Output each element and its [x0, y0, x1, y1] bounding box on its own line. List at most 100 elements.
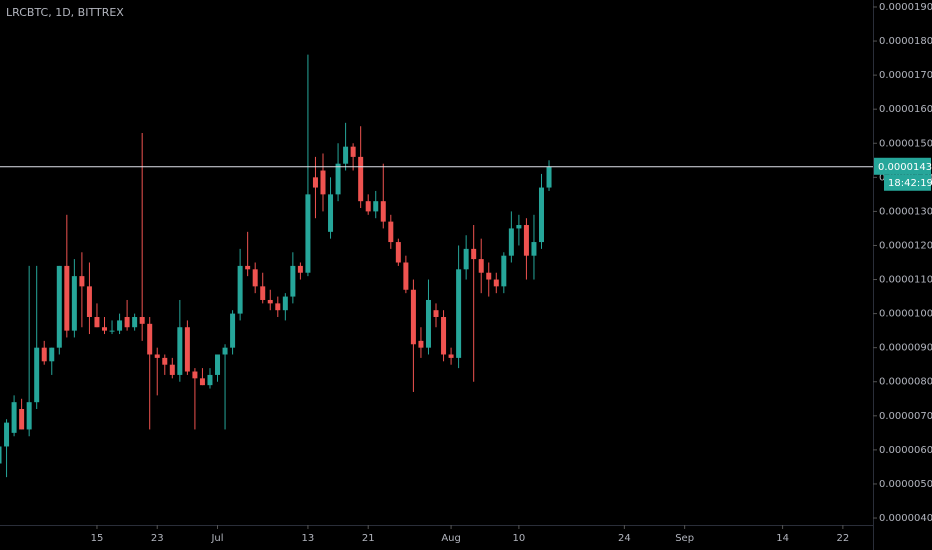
countdown-label: 18:42:19 [888, 178, 932, 189]
candle-body [531, 242, 537, 256]
candle-body [154, 354, 160, 358]
countdown-tag [884, 174, 931, 191]
candle-body [546, 166, 552, 188]
candle-body [493, 279, 499, 287]
candle-body [117, 320, 123, 331]
candle-body [207, 374, 213, 386]
candle-body [169, 364, 175, 375]
candle-body [124, 317, 130, 328]
candle-body [275, 303, 281, 311]
candle-body [0, 446, 2, 464]
candle-body [335, 163, 341, 195]
candle-body [418, 340, 424, 348]
candle-body [11, 402, 17, 433]
candle-body [184, 327, 190, 372]
candle-body [448, 354, 454, 358]
candle-body [456, 269, 462, 358]
candle-body [64, 265, 70, 331]
candle-body [79, 276, 85, 287]
candle-body [267, 299, 273, 304]
candle-body [19, 408, 25, 430]
candle-body [312, 177, 318, 188]
candle-body [252, 269, 258, 287]
candle-body [486, 272, 492, 280]
candle-body [395, 242, 401, 263]
candle-body [343, 146, 349, 164]
candle-body [410, 289, 416, 345]
candle-body [478, 259, 484, 273]
candle-body [328, 194, 334, 232]
chart-title: LRCBTC, 1D, BITTREX [6, 6, 124, 19]
candle-body [350, 146, 356, 157]
x-tick-label: 21 [362, 533, 375, 544]
x-tick-label: Jul [210, 533, 223, 544]
candle-body [282, 296, 288, 311]
candle-body [471, 248, 477, 260]
x-tick-label: 13 [302, 533, 315, 544]
last-price-tag [874, 157, 931, 175]
candle-body [501, 255, 507, 287]
candle-body [373, 201, 379, 212]
candle-body [260, 286, 266, 300]
candle-body [230, 313, 236, 348]
candle-body [237, 265, 243, 314]
candle-body [41, 347, 47, 362]
x-tick-label: 10 [513, 533, 526, 544]
candle-body [56, 265, 62, 348]
candle-body [102, 327, 108, 331]
candle-body [523, 225, 529, 256]
candle-body [538, 187, 544, 243]
candle-body [86, 286, 92, 318]
x-tick-label: 24 [618, 533, 631, 544]
candle-body [380, 201, 386, 222]
candle-body [305, 194, 311, 273]
candle-body [109, 330, 115, 332]
candle-body [297, 265, 303, 273]
candle-body [320, 170, 326, 195]
x-tick-label: Aug [441, 533, 461, 544]
candle-body [199, 378, 205, 386]
candle-body [94, 317, 100, 328]
candle-body [71, 276, 77, 331]
x-tick-label: 15 [91, 533, 104, 544]
candle-body [162, 357, 168, 365]
candle-body [508, 228, 514, 256]
candle-body [388, 221, 394, 243]
candle-body [463, 248, 469, 270]
candle-body [177, 327, 183, 375]
candle-body [516, 225, 522, 229]
candle-body [441, 317, 447, 355]
x-tick-label: 23 [151, 533, 164, 544]
y-tick-label: 0.00000400 [879, 513, 932, 524]
x-tick-label: Sep [675, 533, 694, 544]
candle-body [245, 265, 251, 270]
candle-body [365, 201, 371, 212]
candle-body [358, 156, 364, 202]
candle-body [222, 347, 228, 355]
x-tick-label: 22 [836, 533, 849, 544]
candle-body [49, 347, 55, 362]
candle-body [215, 354, 221, 375]
x-tick-label: 14 [776, 533, 789, 544]
candle-body [26, 402, 32, 430]
candle-body [139, 317, 145, 324]
candle-body [433, 310, 439, 318]
candle-body [403, 262, 409, 290]
candle-body [290, 265, 296, 297]
